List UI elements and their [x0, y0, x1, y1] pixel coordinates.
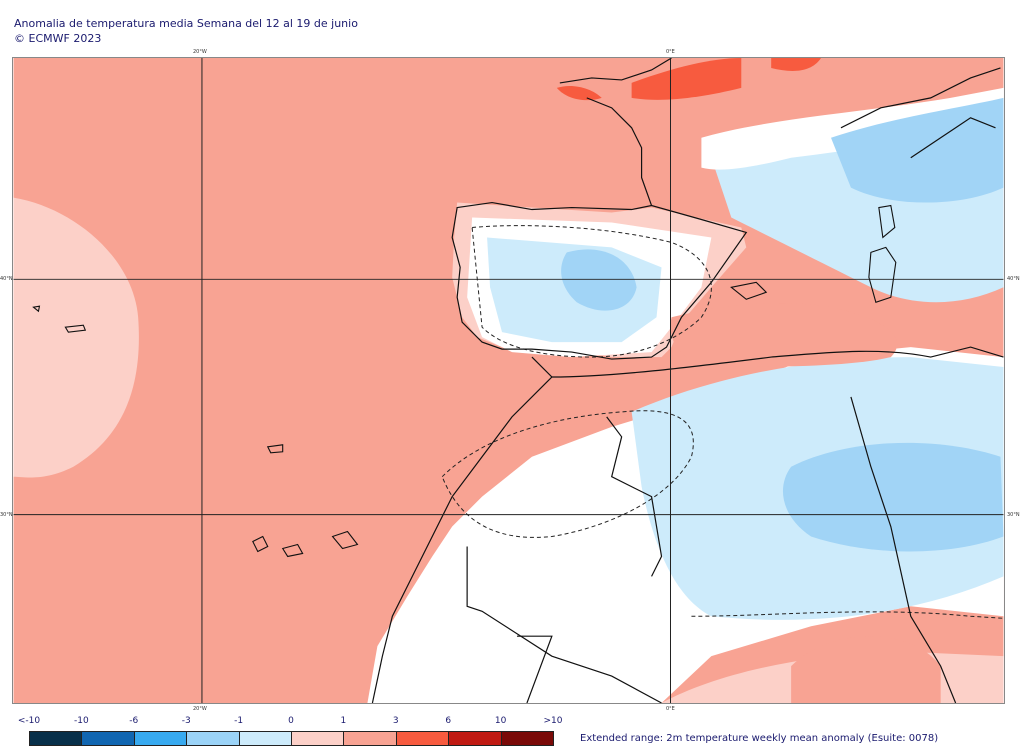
lon-label-top-20w: 20°W	[193, 49, 207, 55]
legend-label: -1	[234, 716, 244, 726]
legend-swatch	[186, 731, 240, 746]
legend-label: >10	[543, 716, 563, 726]
north-africa-coastline	[551, 346, 1004, 378]
italy-coastline	[840, 67, 1001, 159]
europe-neutral-band	[701, 87, 1004, 170]
legend-label: -10	[74, 716, 89, 726]
lon-label-bottom-20w: 20°W	[193, 706, 207, 712]
africa-border-2	[516, 635, 553, 703]
anomaly-contour-africa	[441, 410, 694, 538]
legend-label: -3	[181, 716, 191, 726]
legend-swatch	[29, 731, 83, 746]
western-med-warm-area	[670, 303, 898, 368]
western-pale-anomaly	[13, 197, 139, 478]
france-warm-core	[631, 58, 742, 100]
legend-label: -6	[129, 716, 139, 726]
legend-label: 1	[340, 716, 347, 726]
chart-title: Anomalia de temperatura media Semana del…	[14, 17, 358, 30]
france-coastline	[559, 58, 672, 206]
legend-label: 3	[392, 716, 399, 726]
azores-islands	[32, 305, 87, 333]
alps-warm-spot	[771, 58, 822, 71]
legend-swatch	[133, 731, 188, 746]
legend-label: 6	[445, 716, 452, 726]
lon-label-bottom-0e: 0°E	[666, 706, 675, 712]
balearic-islands	[730, 281, 768, 300]
lat-label-left-40n: 40°N	[0, 276, 13, 282]
legend-swatch	[500, 731, 554, 746]
legend-label: <-10	[17, 716, 41, 726]
iberia-coastline	[451, 201, 748, 360]
corsica-outline	[878, 204, 896, 239]
morocco-algeria-border	[606, 416, 663, 577]
sardinia-outline	[868, 246, 897, 303]
africa-border-1	[466, 546, 662, 703]
legend-swatch	[238, 731, 292, 746]
france-warm-spot	[556, 85, 602, 101]
legend-swatch	[395, 731, 450, 746]
lon-label-top-0e: 0°E	[666, 49, 675, 55]
lat-label-right-40n: 40°N	[1007, 276, 1020, 282]
canary-islands	[252, 530, 359, 558]
madeira-islands	[266, 444, 284, 454]
lat-label-left-30n: 30°N	[0, 512, 13, 518]
algeria-libya-border	[850, 396, 957, 703]
legend-swatch	[291, 731, 345, 746]
algeria-tunisia-cooler-core	[782, 442, 1004, 552]
anomaly-contour-south	[691, 611, 1004, 619]
legend-label: 10	[494, 716, 507, 726]
iberia-cooler-core	[561, 249, 637, 311]
africa-coastline	[371, 356, 553, 703]
legend-swatch	[343, 731, 397, 746]
lat-label-right-30n: 30°N	[1007, 512, 1020, 518]
copyright-notice: © ECMWF 2023	[14, 32, 102, 45]
anomaly-contour	[471, 225, 712, 358]
anomaly-map	[12, 57, 1005, 704]
sahara-warm-core	[791, 636, 941, 703]
legend-swatch	[81, 731, 135, 746]
legend-caption: Extended range: 2m temperature weekly me…	[580, 733, 939, 744]
legend-label: 0	[288, 716, 294, 726]
legend-swatch	[448, 731, 502, 746]
